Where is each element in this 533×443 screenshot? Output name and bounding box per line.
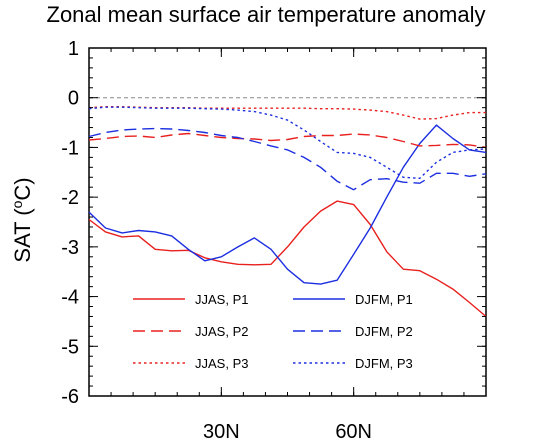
legend-label-1: JJAS, P1 bbox=[195, 292, 248, 307]
series-line-5 bbox=[88, 106, 486, 120]
plot-frame bbox=[88, 47, 487, 397]
y-tick-label: -1 bbox=[61, 137, 79, 159]
series-line-2 bbox=[88, 124, 487, 285]
y-axis-label-superscript: o bbox=[9, 200, 25, 208]
series-line-3 bbox=[88, 132, 487, 149]
legend-label-6: DJFM, P3 bbox=[355, 356, 413, 371]
y-tick-label: -2 bbox=[61, 187, 79, 209]
plot-frame-group bbox=[88, 47, 487, 397]
legend-label-2: DJFM, P1 bbox=[355, 292, 413, 307]
y-tick-label: -6 bbox=[61, 386, 79, 408]
series-line-1 bbox=[88, 200, 487, 318]
legend-label-3: JJAS, P2 bbox=[195, 324, 248, 339]
x-tick-label: 60N bbox=[335, 421, 372, 443]
series-group bbox=[88, 106, 487, 318]
legend-label-4: DJFM, P2 bbox=[355, 324, 413, 339]
y-tick-label: 1 bbox=[68, 38, 79, 60]
legend: JJAS, P1 DJFM, P1 JJAS, P2 DJFM, P2 JJAS, P3… bbox=[133, 292, 413, 371]
series-line-6 bbox=[88, 106, 487, 179]
y-tick-label: -5 bbox=[61, 336, 79, 358]
tick-labels-group: 1 0 -1 -2 -3 -4 -5 -6 30N 60N bbox=[61, 38, 372, 443]
legend-label-5: JJAS, P3 bbox=[195, 356, 248, 371]
y-axis-label-end: C) bbox=[10, 177, 35, 200]
y-tick-label: -3 bbox=[61, 237, 79, 259]
ticks-group bbox=[88, 47, 487, 397]
chart-title: Zonal mean surface air temperature anoma… bbox=[47, 2, 486, 27]
y-axis-label-main: SAT ( bbox=[10, 208, 35, 263]
y-tick-label: -4 bbox=[61, 287, 79, 309]
series-line-4 bbox=[88, 127, 487, 191]
x-tick-label: 30N bbox=[203, 421, 240, 443]
y-tick-label: 0 bbox=[68, 88, 79, 110]
y-axis-label: SAT (oC) bbox=[9, 177, 35, 262]
